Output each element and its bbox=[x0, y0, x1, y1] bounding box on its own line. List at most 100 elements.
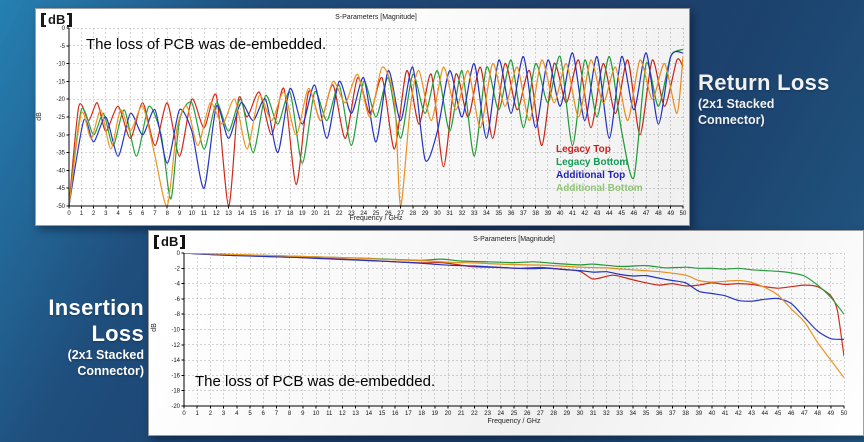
x-tick-label: 47 bbox=[801, 411, 808, 417]
x-tick-label: 17 bbox=[405, 411, 412, 417]
y-tick-label: -6 bbox=[175, 297, 181, 303]
x-tick-label: 6 bbox=[262, 411, 266, 417]
return-loss-plot: 0 1 2 3 4 5 6 7 8 9 10 11 12 13 14 15 16 17 18 19 20 21 22 23 24… bbox=[56, 26, 687, 217]
caption-subtitle-line1: (2x1 Stacked bbox=[698, 97, 775, 111]
x-tick-label: 15 bbox=[379, 411, 386, 417]
caption-subtitle-line2: Connector) bbox=[77, 364, 144, 379]
x-tick-label: 22 bbox=[336, 211, 343, 217]
x-tick-label: 36 bbox=[656, 411, 663, 417]
x-tick-label: 13 bbox=[225, 211, 232, 217]
x-tick-label: 47 bbox=[643, 211, 650, 217]
y-tick-label: -4 bbox=[175, 282, 181, 288]
x-tick-label: 7 bbox=[275, 411, 279, 417]
x-tick-label: 48 bbox=[814, 411, 821, 417]
caption-subtitle-line1: (2x1 Stacked bbox=[67, 348, 144, 362]
x-tick-label: 29 bbox=[563, 411, 570, 417]
x-tick-label: 33 bbox=[471, 211, 478, 217]
axes bbox=[66, 27, 684, 209]
x-tick-label: 5 bbox=[129, 211, 133, 217]
y-tick-label: -40 bbox=[56, 168, 65, 174]
y-tick-label: -45 bbox=[56, 186, 65, 192]
x-tick-label: 44 bbox=[606, 211, 613, 217]
x-tick-label: 40 bbox=[557, 211, 564, 217]
legend-item-legacy-top: Legacy Top bbox=[556, 144, 611, 155]
legend-item-legacy-bottom: Legacy Bottom bbox=[556, 157, 629, 168]
x-tick-label: 24 bbox=[360, 211, 367, 217]
insertion-loss-caption: Insertion Loss (2x1 Stacked Connector) bbox=[0, 295, 144, 380]
tick-labels: 0 1 2 3 4 5 6 7 8 9 10 11 12 13 14 15 16 17 18 19 20 21 22 23 24… bbox=[56, 26, 687, 217]
curves bbox=[184, 253, 844, 379]
x-tick-label: 13 bbox=[352, 411, 359, 417]
x-tick-label: 10 bbox=[188, 211, 195, 217]
x-tick-label: 12 bbox=[213, 211, 220, 217]
x-tick-label: 8 bbox=[166, 211, 170, 217]
x-tick-label: 28 bbox=[550, 411, 557, 417]
x-tick-label: 34 bbox=[629, 411, 636, 417]
x-tick-label: 18 bbox=[287, 211, 294, 217]
x-tick-label: 14 bbox=[365, 411, 372, 417]
x-tick-label: 20 bbox=[311, 211, 318, 217]
x-tick-label: 35 bbox=[643, 411, 650, 417]
axes bbox=[181, 252, 845, 409]
x-tick-label: 38 bbox=[532, 211, 539, 217]
x-tick-label: 2 bbox=[209, 411, 213, 417]
x-tick-label: 22 bbox=[471, 411, 478, 417]
x-tick-label: 12 bbox=[339, 411, 346, 417]
x-tick-label: 50 bbox=[680, 211, 687, 217]
y-tick-label: -12 bbox=[171, 343, 180, 349]
y-axis-label: dB bbox=[35, 112, 43, 121]
x-tick-label: 41 bbox=[569, 211, 576, 217]
x-tick-label: 0 bbox=[182, 411, 186, 417]
x-tick-label: 35 bbox=[495, 211, 502, 217]
x-tick-label: 31 bbox=[590, 411, 597, 417]
x-tick-label: 43 bbox=[748, 411, 755, 417]
insertion-loss-chart-panel: 0 1 2 3 4 5 6 7 8 9 10 11 12 13 14 15 16 17 18 19 20 21 22 23 24… bbox=[148, 230, 864, 436]
x-tick-label: 45 bbox=[775, 411, 782, 417]
x-tick-label: 44 bbox=[761, 411, 768, 417]
x-tick-label: 4 bbox=[235, 411, 239, 417]
x-tick-label: 31 bbox=[446, 211, 453, 217]
tick-labels: 0 1 2 3 4 5 6 7 8 9 10 11 12 13 14 15 16 17 18 19 20 21 22 23 24… bbox=[171, 251, 848, 417]
x-tick-label: 16 bbox=[262, 211, 269, 217]
x-tick-label: 32 bbox=[459, 211, 466, 217]
x-axis-label: Frequency / GHz bbox=[487, 418, 541, 425]
series-additional-top bbox=[69, 50, 683, 206]
x-tick-label: 14 bbox=[238, 211, 245, 217]
y-tick-label: -5 bbox=[60, 44, 66, 50]
legend: Legacy Top Legacy Bottom Additional Top Add… bbox=[556, 143, 643, 195]
x-tick-label: 28 bbox=[409, 211, 416, 217]
chart-title: S-Parameters [Magnitude] bbox=[335, 14, 417, 21]
x-tick-label: 46 bbox=[788, 411, 795, 417]
x-tick-label: 5 bbox=[248, 411, 252, 417]
series-additional-bottom bbox=[184, 253, 844, 379]
x-tick-label: 7 bbox=[153, 211, 157, 217]
x-tick-label: 2 bbox=[92, 211, 96, 217]
x-tick-label: 50 bbox=[841, 411, 848, 417]
x-tick-label: 11 bbox=[326, 411, 333, 417]
x-tick-label: 25 bbox=[373, 211, 380, 217]
x-tick-label: 18 bbox=[418, 411, 425, 417]
x-tick-label: 48 bbox=[655, 211, 662, 217]
y-tick-label: 0 bbox=[62, 26, 66, 32]
y-tick-label: -20 bbox=[56, 97, 65, 103]
x-tick-label: 40 bbox=[709, 411, 716, 417]
x-tick-label: 20 bbox=[445, 411, 452, 417]
deembed-annotation: The loss of PCB was de-embedded. bbox=[195, 373, 436, 390]
x-tick-label: 23 bbox=[348, 211, 355, 217]
x-tick-label: 42 bbox=[581, 211, 588, 217]
x-tick-label: 37 bbox=[669, 411, 676, 417]
curves bbox=[69, 48, 683, 206]
x-tick-label: 9 bbox=[178, 211, 182, 217]
x-tick-label: 41 bbox=[722, 411, 729, 417]
db-unit-label: dB bbox=[154, 234, 186, 249]
x-tick-label: 49 bbox=[827, 411, 834, 417]
x-tick-label: 29 bbox=[422, 211, 429, 217]
x-tick-label: 19 bbox=[299, 211, 306, 217]
x-axis-label: Frequency / GHz bbox=[349, 215, 403, 222]
x-tick-label: 23 bbox=[484, 411, 491, 417]
insertion-loss-plot: 0 1 2 3 4 5 6 7 8 9 10 11 12 13 14 15 16 17 18 19 20 21 22 23 24… bbox=[171, 251, 848, 417]
x-tick-label: 21 bbox=[324, 211, 331, 217]
return-loss-chart-panel: 0 1 2 3 4 5 6 7 8 9 10 11 12 13 14 15 16 17 18 19 20 21 22 23 24… bbox=[35, 8, 690, 226]
y-tick-label: -16 bbox=[171, 373, 180, 379]
